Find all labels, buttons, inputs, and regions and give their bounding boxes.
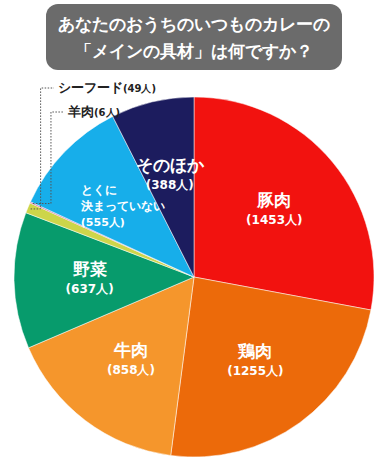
value-label: (49人) [123,83,156,94]
value-label: (858人) [107,363,155,377]
pie-slice [194,97,374,310]
pie-slice [171,277,371,457]
slice-label: シーフード(49人) [58,80,156,95]
category-label: とくに [81,183,117,197]
slice-label: 野菜 (637人) [66,259,114,296]
category-label: そのほか [136,155,205,175]
slice-label: 豚肉 (1453人) [246,190,302,227]
title: 「メインの具材」は何ですか？ [75,41,313,61]
category-label: 決まっていない [80,199,165,213]
category-label: 鶏肉 [237,341,272,361]
category-label: 野菜 [73,259,107,279]
category-label: 豚肉 [256,190,291,210]
pie-slice [113,97,194,277]
slice-label: 羊肉(6人) [67,104,120,119]
value-label: (6人) [94,107,120,118]
slices [14,97,374,457]
category-label: 牛肉 [113,340,148,360]
chart: あなたのおうちのいつものカレーの「メインの具材」は何ですか？ 豚肉 (1453人) 鶏… [0,0,383,462]
title-group: あなたのおうちのいつものカレーの「メインの具材」は何ですか？ [46,4,342,70]
chart-root: あなたのおうちのいつものカレーの「メインの具材」は何ですか？ 豚肉 (1453人) 鶏… [0,0,383,462]
value-label: (555人) [81,216,125,229]
value-label: (1453人) [246,213,302,227]
title: あなたのおうちのいつものカレーの [58,14,330,34]
category-label: 羊肉 [67,104,94,119]
slice-label: 鶏肉 (1255人) [227,341,283,378]
title-box [46,4,342,70]
slice-label: そのほか (388人) [136,155,205,192]
labels: 豚肉(1453人)鶏肉(1255人)牛肉(858人)野菜(637人)シーフード(… [31,80,303,378]
slice-label: 牛肉 (858人) [107,340,155,377]
leader-line [33,112,64,204]
value-label: (637人) [66,282,114,296]
value-label: (1255人) [227,364,283,378]
value-label: (388人) [146,178,194,192]
category-label: シーフード [58,80,123,95]
